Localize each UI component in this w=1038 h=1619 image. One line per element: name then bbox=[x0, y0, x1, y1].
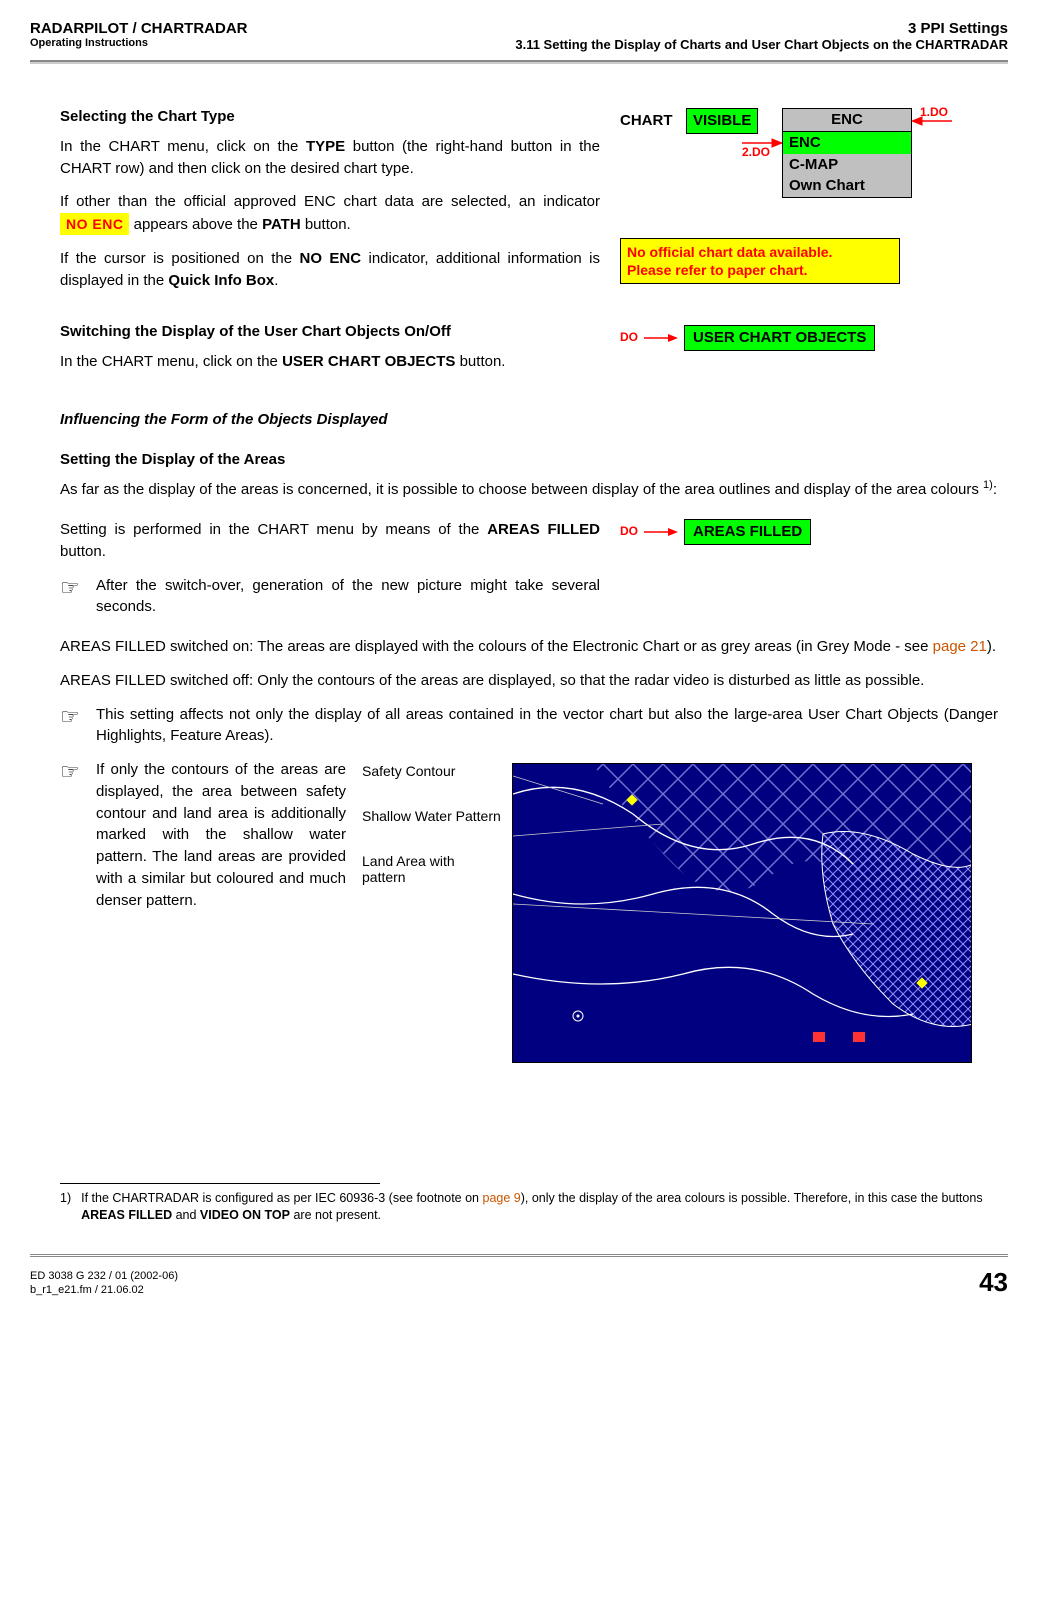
footer-doc: ED 3038 G 232 / 01 (2002-06) bbox=[30, 1269, 178, 1283]
type-keyword: TYPE bbox=[306, 138, 345, 155]
fn-videoontop: VIDEO ON TOP bbox=[200, 1208, 290, 1222]
fn-a: If the CHARTRADAR is configured as per I… bbox=[81, 1191, 482, 1205]
header-divider bbox=[30, 60, 1008, 64]
hand-icon-3: ☞ bbox=[60, 759, 84, 783]
fn-e: and bbox=[172, 1208, 200, 1222]
dropdown-current[interactable]: ENC bbox=[783, 109, 911, 132]
warning-box: No official chart data available. Please… bbox=[620, 238, 900, 284]
chart-type-widget: CHART VISIBLE ENC ENC C-MAP Own Chart 1.… bbox=[620, 108, 960, 198]
noenc-keyword: NO ENC bbox=[299, 250, 361, 267]
sec4-p2: Setting is performed in the CHART menu b… bbox=[60, 519, 600, 563]
sec1-p2b: appears above the bbox=[129, 216, 262, 233]
sec2-p1c: button. bbox=[455, 353, 505, 370]
warn-line1: No official chart data available. bbox=[627, 243, 893, 261]
areasfilled-keyword: AREAS FILLED bbox=[487, 521, 600, 538]
note1: ☞ After the switch-over, generation of t… bbox=[60, 575, 600, 619]
radar-figure: Safety Contour Shallow Water Pattern Lan… bbox=[362, 763, 972, 1063]
dropdown-item-cmap[interactable]: C-MAP bbox=[783, 154, 911, 176]
sec1-p3e: . bbox=[274, 272, 278, 289]
fn-areasfilled: AREAS FILLED bbox=[81, 1208, 172, 1222]
do2-arrow-icon bbox=[742, 138, 782, 148]
areas-filled-button[interactable]: AREAS FILLED bbox=[684, 519, 811, 545]
do1-arrow-icon bbox=[912, 116, 952, 126]
sec4-p3: AREAS FILLED switched on: The areas are … bbox=[60, 636, 998, 658]
sec4-p1c: : bbox=[993, 481, 997, 498]
footnote-ref: 1) bbox=[983, 479, 993, 491]
page9-link[interactable]: page 9 bbox=[483, 1191, 521, 1205]
sec2-title: Switching the Display of the User Chart … bbox=[60, 321, 600, 343]
page-header: RADARPILOT / CHARTRADAR Operating Instru… bbox=[30, 20, 1008, 52]
chart-type-dropdown[interactable]: ENC ENC C-MAP Own Chart bbox=[782, 108, 912, 198]
radar-chart-svg bbox=[512, 763, 972, 1063]
sec2-p1a: In the CHART menu, click on the bbox=[60, 353, 282, 370]
sec4-p1a: As far as the display of the areas is co… bbox=[60, 481, 983, 498]
sec4-p3a: AREAS FILLED switched on: The areas are … bbox=[60, 638, 933, 655]
dropdown-item-enc[interactable]: ENC bbox=[783, 132, 911, 154]
userchart-keyword: USER CHART OBJECTS bbox=[282, 353, 455, 370]
note2: ☞ This setting affects not only the disp… bbox=[60, 704, 998, 748]
visible-button[interactable]: VISIBLE bbox=[686, 108, 758, 134]
sec3-title: Influencing the Form of the Objects Disp… bbox=[60, 409, 998, 431]
sec1-p2a: If other than the official approved ENC … bbox=[60, 193, 600, 210]
footnote-mark: 1) bbox=[60, 1190, 71, 1224]
footer-file: b_r1_e21.fm / 21.06.02 bbox=[30, 1283, 178, 1297]
warn-line2: Please refer to paper chart. bbox=[627, 261, 893, 279]
fn-c: ), only the display of the area colours … bbox=[521, 1191, 983, 1205]
sec4-title: Setting the Display of the Areas bbox=[60, 449, 998, 471]
hand-icon-2: ☞ bbox=[60, 704, 84, 728]
quickinfo-keyword: Quick Info Box bbox=[168, 272, 274, 289]
do-label-uco: DO bbox=[620, 329, 638, 346]
noenc-badge: NO ENC bbox=[60, 213, 129, 235]
hand-icon: ☞ bbox=[60, 575, 84, 599]
footnote: 1) If the CHARTRADAR is configured as pe… bbox=[60, 1190, 998, 1224]
do-arrow-af-icon bbox=[644, 527, 678, 537]
header-section: 3.11 Setting the Display of Charts and U… bbox=[515, 37, 1008, 52]
sec1-p2d: button. bbox=[301, 216, 351, 233]
header-subtitle-left: Operating Instructions bbox=[30, 37, 248, 49]
header-chapter: 3 PPI Settings bbox=[515, 20, 1008, 37]
sec4-p1: As far as the display of the areas is co… bbox=[60, 478, 998, 501]
fig-label-land: Land Area with pattern bbox=[362, 853, 502, 887]
do-label-af: DO bbox=[620, 523, 638, 540]
sec1-p1a: In the CHART menu, click on the bbox=[60, 138, 306, 155]
do-arrow-uco-icon bbox=[644, 333, 678, 343]
header-title-left: RADARPILOT / CHARTRADAR bbox=[30, 20, 248, 37]
page-footer: ED 3038 G 232 / 01 (2002-06) b_r1_e21.fm… bbox=[30, 1254, 1008, 1298]
sec1-p1: In the CHART menu, click on the TYPE but… bbox=[60, 136, 600, 180]
note2-text: This setting affects not only the displa… bbox=[96, 704, 998, 748]
footnote-divider bbox=[60, 1183, 380, 1184]
sec2-p1: In the CHART menu, click on the USER CHA… bbox=[60, 351, 600, 373]
fig-label-shallow: Shallow Water Pattern bbox=[362, 808, 502, 825]
page-number: 43 bbox=[979, 1267, 1008, 1298]
sec1-title: Selecting the Chart Type bbox=[60, 106, 600, 128]
user-chart-objects-button[interactable]: USER CHART OBJECTS bbox=[684, 325, 875, 351]
fig-label-safety: Safety Contour bbox=[362, 763, 502, 780]
dropdown-item-ownchart[interactable]: Own Chart bbox=[783, 175, 911, 197]
path-keyword: PATH bbox=[262, 216, 301, 233]
fn-g: are not present. bbox=[290, 1208, 381, 1222]
note3-text: If only the contours of the areas are di… bbox=[96, 759, 346, 911]
sec4-p2a: Setting is performed in the CHART menu b… bbox=[60, 521, 487, 538]
sec1-p2: If other than the official approved ENC … bbox=[60, 191, 600, 236]
sec1-p3a: If the cursor is positioned on the bbox=[60, 250, 299, 267]
sec4-p3c: ). bbox=[987, 638, 996, 655]
chart-label: CHART bbox=[620, 110, 673, 132]
sec1-p3: If the cursor is positioned on the NO EN… bbox=[60, 248, 600, 292]
sec4-p2c: button. bbox=[60, 543, 106, 560]
note1-text: After the switch-over, generation of the… bbox=[96, 575, 600, 619]
note3-row: ☞ If only the contours of the areas are … bbox=[60, 759, 998, 1063]
sec4-p4: AREAS FILLED switched off: Only the cont… bbox=[60, 670, 998, 692]
page21-link[interactable]: page 21 bbox=[933, 638, 987, 655]
